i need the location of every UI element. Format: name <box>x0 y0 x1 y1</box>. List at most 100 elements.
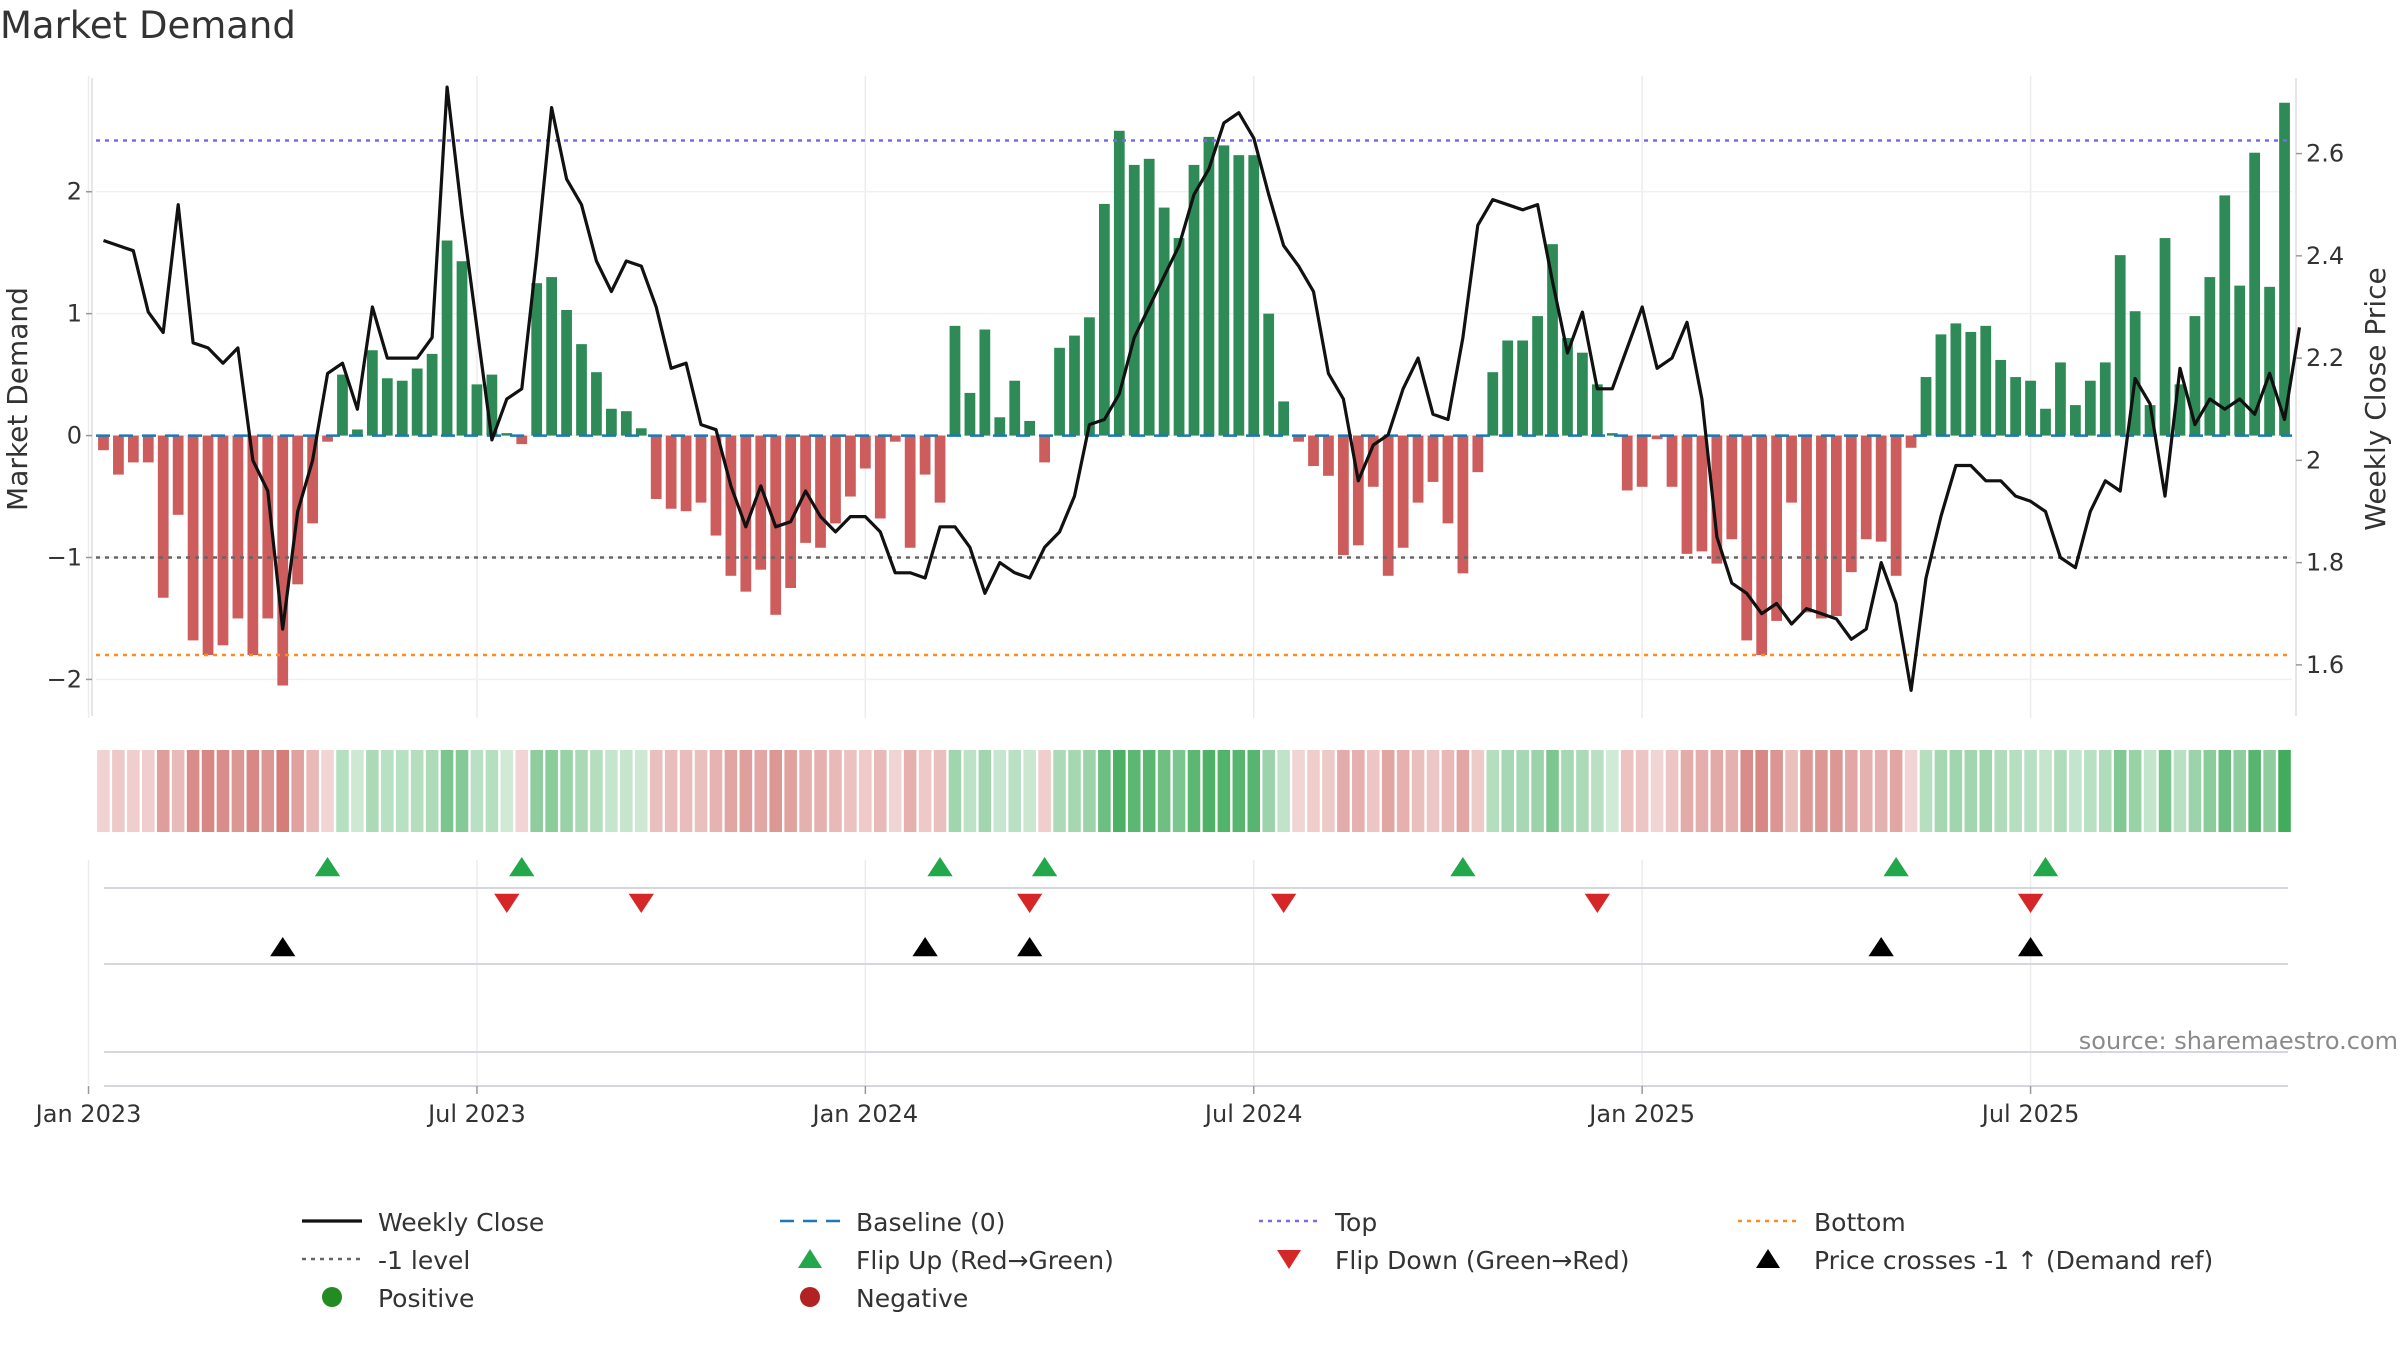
flip-up-marker <box>2032 857 2059 877</box>
flip-up-marker <box>1031 857 1058 877</box>
legend-symbol-icon <box>300 1248 364 1274</box>
demand-bar <box>830 435 841 524</box>
legend-label: -1 level <box>378 1246 471 1275</box>
demand-bar <box>1338 435 1349 556</box>
demand-strip-cell <box>575 750 588 832</box>
demand-strip-cell <box>993 750 1007 832</box>
demand-bar <box>1487 372 1499 436</box>
demand-strip-cell <box>1322 750 1335 832</box>
demand-bar <box>1188 164 1200 436</box>
demand-strip-cell <box>1426 750 1440 832</box>
demand-bar <box>1681 435 1693 554</box>
demand-bar <box>1756 435 1768 656</box>
demand-strip-cell <box>605 750 618 832</box>
demand-strip-cell <box>2113 750 2127 832</box>
price-cross-marker <box>1017 937 1043 957</box>
demand-bar <box>1113 130 1125 436</box>
legend-symbol-icon <box>1736 1248 1800 1274</box>
demand-strip-cell <box>1665 750 1679 832</box>
demand-strip-cell <box>1620 750 1634 832</box>
demand-strip-cell <box>1232 750 1246 832</box>
demand-strip-cell <box>2054 750 2067 832</box>
demand-strip-cell <box>1217 750 1231 832</box>
flip-up-marker <box>314 857 341 877</box>
demand-bar <box>1830 435 1842 617</box>
demand-strip-cell <box>1949 750 1963 832</box>
demand-strip-cell <box>1292 750 1305 832</box>
legend-item: Weekly Close <box>300 1208 544 1237</box>
demand-bar <box>576 344 587 436</box>
demand-strip-cell <box>2158 750 2172 832</box>
demand-bar <box>546 277 558 436</box>
demand-strip-cell <box>1366 750 1380 832</box>
demand-bar <box>874 435 886 519</box>
demand-strip-cell <box>2218 750 2232 832</box>
demand-bar <box>1816 435 1827 619</box>
demand-strip-cell <box>1381 750 1395 832</box>
flip-down-marker <box>1270 893 1297 913</box>
demand-strip-cell <box>634 750 648 832</box>
demand-strip-cell <box>1142 750 1156 832</box>
demand-bar <box>2234 285 2246 436</box>
y-right-tick-label: 1.6 <box>2306 651 2344 679</box>
demand-bar <box>1502 340 1514 436</box>
demand-bar <box>695 435 707 503</box>
demand-bar <box>1427 435 1439 482</box>
flip-up-marker <box>1450 857 1476 877</box>
demand-bar <box>1054 347 1065 436</box>
demand-bar <box>217 435 229 646</box>
demand-strip-cell <box>1546 750 1559 832</box>
demand-strip-cell <box>291 750 304 832</box>
demand-bar <box>1397 435 1409 548</box>
demand-strip-cell <box>2143 750 2157 832</box>
flip-down-marker <box>2017 893 2044 913</box>
demand-strip-cell <box>844 750 857 832</box>
demand-strip-cell <box>2233 750 2246 832</box>
demand-strip-cell <box>2278 750 2291 832</box>
demand-strip-cell <box>1247 750 1261 832</box>
flip-up-marker <box>509 857 535 877</box>
demand-strip-cell <box>500 750 514 832</box>
demand-bar <box>755 435 767 570</box>
demand-bar <box>1532 316 1543 436</box>
x-tick-label: Jan 2025 <box>1587 1100 1695 1128</box>
legend-item: Price crosses -1 ↑ (Demand ref) <box>1736 1246 2213 1275</box>
legend-symbol-icon <box>300 1286 364 1312</box>
demand-bar <box>172 435 184 515</box>
demand-strip-cell <box>1411 750 1425 832</box>
demand-strip-cell <box>724 750 738 832</box>
demand-bar <box>1442 435 1454 524</box>
demand-strip-cell <box>1486 750 1500 832</box>
demand-strip-cell <box>1023 750 1036 832</box>
demand-bar <box>1024 420 1036 436</box>
demand-bar <box>277 435 289 686</box>
demand-bar <box>1845 435 1857 573</box>
demand-bar <box>1905 435 1917 448</box>
demand-strip-cell <box>1874 750 1888 832</box>
y-left-tick-label: −2 <box>47 665 82 693</box>
demand-bar <box>1517 340 1529 436</box>
demand-strip-cell <box>784 750 797 832</box>
demand-strip-cell <box>1740 750 1754 832</box>
demand-bar <box>680 435 692 512</box>
demand-bar <box>859 435 871 469</box>
demand-strip-cell <box>1904 750 1918 832</box>
legend-item: Top <box>1257 1208 1377 1237</box>
demand-strip-cell <box>859 750 872 832</box>
legend-label: Negative <box>856 1284 969 1313</box>
demand-bar <box>307 435 318 524</box>
demand-strip-cell <box>1815 750 1828 832</box>
demand-bar <box>531 283 543 436</box>
demand-strip-cell <box>560 750 573 832</box>
demand-strip-cell <box>2069 750 2082 832</box>
demand-bar <box>2249 152 2261 436</box>
demand-strip-cell <box>769 750 782 832</box>
demand-strip-cell <box>1098 750 1111 832</box>
demand-bar <box>1696 435 1708 552</box>
demand-strip-cell <box>470 750 484 832</box>
demand-strip-cell <box>1038 750 1051 832</box>
legend-label: Weekly Close <box>378 1208 545 1237</box>
demand-strip-cell <box>874 750 887 832</box>
demand-strip-cell <box>1531 750 1544 832</box>
demand-strip-cell <box>1785 750 1798 832</box>
